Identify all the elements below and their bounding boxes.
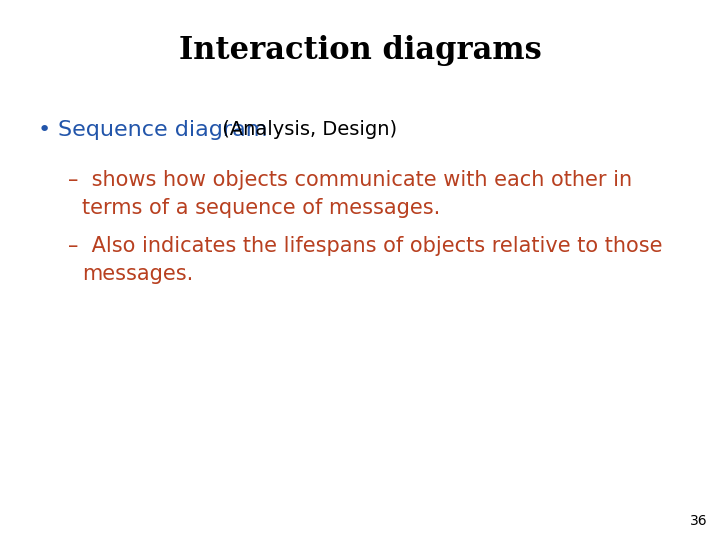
Text: terms of a sequence of messages.: terms of a sequence of messages. (82, 198, 440, 218)
Text: –  Also indicates the lifespans of objects relative to those: – Also indicates the lifespans of object… (68, 236, 662, 256)
Text: (Analysis, Design): (Analysis, Design) (216, 120, 397, 139)
Text: Sequence diagram: Sequence diagram (58, 120, 267, 140)
Text: –  shows how objects communicate with each other in: – shows how objects communicate with eac… (68, 170, 632, 190)
Text: messages.: messages. (82, 264, 193, 284)
Text: •: • (38, 120, 51, 140)
Text: 36: 36 (690, 514, 708, 528)
Text: Interaction diagrams: Interaction diagrams (179, 35, 541, 66)
